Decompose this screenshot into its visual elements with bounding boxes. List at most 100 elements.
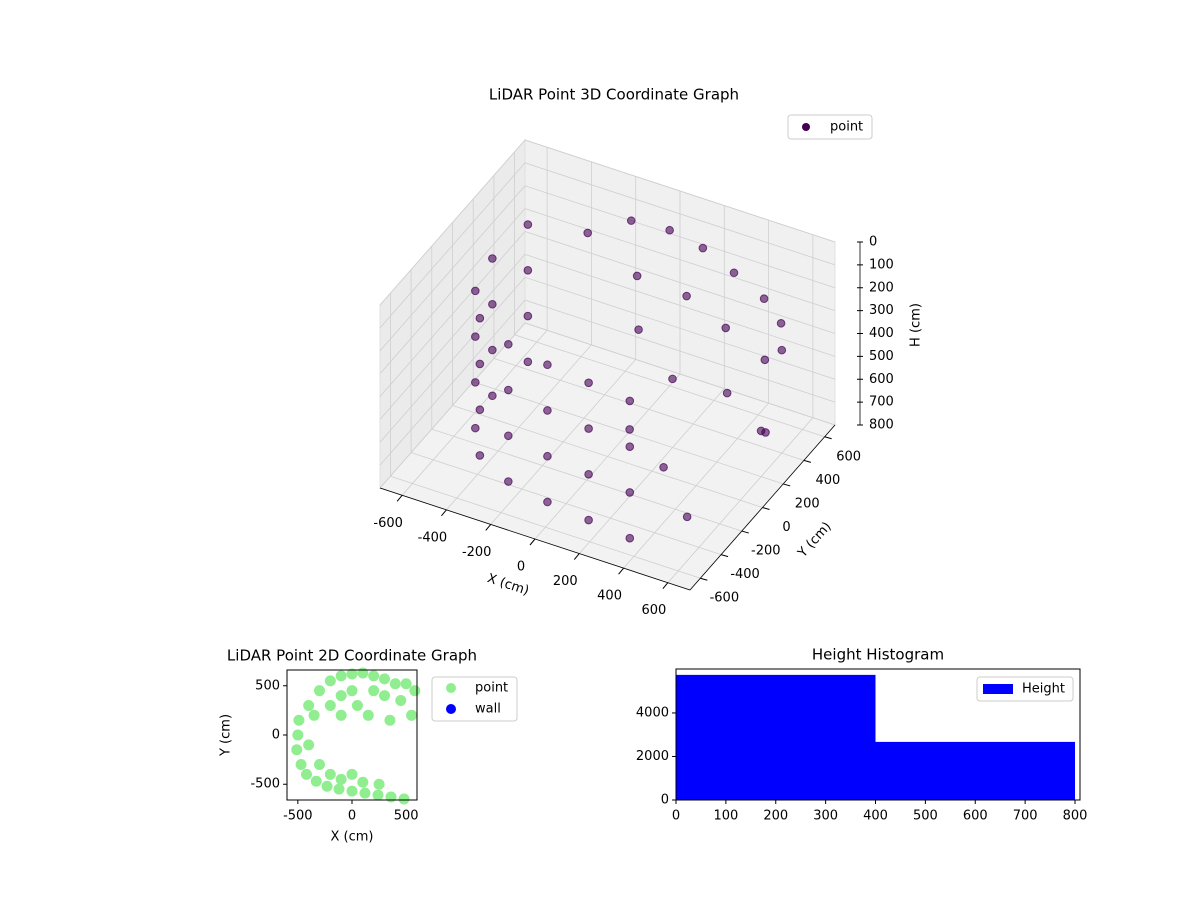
point <box>471 423 480 433</box>
x-tick-label: 100 <box>713 809 738 824</box>
chart-title: Height Histogram <box>812 646 944 664</box>
point <box>301 768 312 780</box>
point <box>523 311 533 321</box>
point <box>471 286 480 296</box>
point <box>308 709 320 721</box>
point <box>721 323 731 333</box>
grid-line <box>379 139 836 306</box>
x-tick <box>396 494 403 502</box>
point <box>324 768 336 780</box>
grid-line <box>379 208 836 374</box>
point <box>729 268 739 278</box>
grid-line <box>379 185 836 352</box>
x-tick <box>618 567 624 575</box>
point <box>488 391 497 401</box>
point <box>395 695 407 707</box>
y-tick <box>741 530 749 534</box>
point <box>346 668 358 680</box>
legend-box <box>787 114 873 140</box>
point <box>384 714 396 726</box>
grid-line <box>379 299 836 466</box>
x-tick-label: 400 <box>863 809 888 824</box>
z-axis-label: H (cm) <box>909 303 924 347</box>
point <box>335 773 347 785</box>
point <box>351 699 363 711</box>
point <box>335 670 347 682</box>
y-axis <box>689 424 836 591</box>
y-tick-label: -500 <box>250 777 280 792</box>
grid-line <box>379 276 836 443</box>
x-tick-label: 500 <box>913 809 938 824</box>
point <box>682 291 691 301</box>
point <box>776 318 786 328</box>
point <box>321 780 333 792</box>
legend-label: wall <box>475 702 501 717</box>
point <box>314 685 325 697</box>
legend-marker <box>446 683 456 693</box>
point <box>632 271 642 281</box>
point <box>583 228 592 238</box>
y-tick-label: -400 <box>730 567 760 582</box>
y-tick-label: -200 <box>751 544 781 559</box>
y-tick-label: 400 <box>816 473 841 488</box>
point <box>625 442 635 451</box>
z-tick-label: 100 <box>869 257 894 272</box>
point <box>584 470 593 479</box>
chart-title: LiDAR Point 3D Coordinate Graph <box>489 86 739 104</box>
bar <box>875 741 1076 800</box>
grid-line <box>379 322 836 489</box>
point <box>625 533 635 543</box>
legend-swatch <box>983 684 1013 694</box>
point <box>398 793 410 805</box>
point <box>722 388 732 398</box>
point <box>584 424 593 433</box>
point <box>333 783 345 795</box>
point <box>400 678 412 690</box>
point <box>335 690 347 702</box>
point <box>293 714 305 726</box>
point <box>373 778 385 790</box>
point <box>625 396 635 406</box>
point <box>488 299 497 309</box>
x-tick <box>529 538 536 546</box>
point <box>488 345 497 355</box>
point <box>543 406 552 415</box>
x-axis-label: X (cm) <box>331 830 374 845</box>
point <box>584 378 593 388</box>
point <box>761 428 770 437</box>
y-tick-label: -600 <box>710 591 740 606</box>
x-tick-label: -500 <box>283 809 313 824</box>
point <box>346 768 358 780</box>
point <box>372 789 384 801</box>
point <box>475 451 485 460</box>
point <box>543 497 552 507</box>
point <box>523 220 533 229</box>
point <box>324 699 336 711</box>
point <box>303 739 315 751</box>
point <box>368 670 380 682</box>
y-tick <box>783 483 791 487</box>
z-tick-label: 800 <box>869 418 894 433</box>
plot-frame <box>675 668 1081 801</box>
grid-line <box>379 253 836 420</box>
point <box>523 266 533 275</box>
point <box>523 357 533 367</box>
x-tick-label: -600 <box>373 516 403 531</box>
x-tick-label: 0 <box>348 809 356 824</box>
point <box>668 374 677 384</box>
point <box>488 254 497 263</box>
point <box>543 360 552 370</box>
grid-line <box>379 231 836 397</box>
point <box>777 345 787 355</box>
y-axis-label: Y (cm) <box>219 714 234 757</box>
point <box>314 759 325 771</box>
x-tick-label: 0 <box>517 560 525 575</box>
z-tick-label: 300 <box>869 303 894 318</box>
point <box>475 405 485 414</box>
point <box>659 462 668 472</box>
x-tick <box>662 582 669 590</box>
y-tick-label: 600 <box>836 449 861 464</box>
point <box>504 477 513 486</box>
x-tick-label: 400 <box>597 589 622 604</box>
point <box>504 431 513 441</box>
